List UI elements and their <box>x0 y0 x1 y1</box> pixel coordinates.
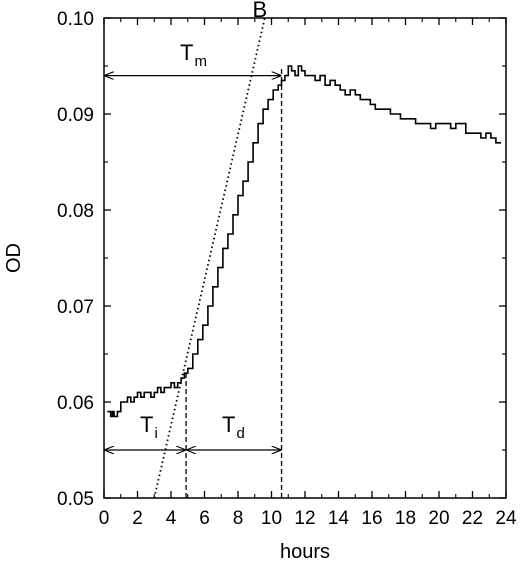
y-tick-label: 0.06 <box>57 393 94 414</box>
ti-label: Ti <box>140 412 158 442</box>
x-tick-label: 0 <box>99 508 110 529</box>
x-tick-label: 8 <box>233 508 244 529</box>
td-label: Td <box>222 412 245 442</box>
plot-frame <box>103 17 507 499</box>
x-tick-label: 4 <box>166 508 177 529</box>
y-axis-title: OD <box>3 243 25 273</box>
x-tick-label: 20 <box>428 508 449 529</box>
od-growth-series <box>107 65 501 418</box>
x-tick-label: 24 <box>495 508 517 529</box>
y-tick-label: 0.05 <box>57 489 94 510</box>
y-tick-labels: 0.05 0.06 0.07 0.08 0.09 0.10 <box>57 9 94 510</box>
y-tick-marks <box>104 17 506 499</box>
annotations: Tm Ti Td <box>105 40 283 498</box>
x-axis-title: hours <box>280 541 330 563</box>
x-tick-label: 14 <box>328 508 350 529</box>
y-tick-label: 0.09 <box>57 105 94 126</box>
tm-label: Tm <box>180 40 207 70</box>
tangent-line-b <box>153 18 266 498</box>
x-tick-label: 16 <box>361 508 382 529</box>
x-tick-labels: 0 2 4 6 8 10 12 14 16 18 20 22 24 <box>99 508 517 529</box>
x-tick-label: 6 <box>199 508 210 529</box>
y-tick-label: 0.10 <box>57 9 94 30</box>
x-tick-label: 12 <box>294 508 315 529</box>
y-tick-label: 0.07 <box>57 297 94 318</box>
x-tick-label: 22 <box>462 508 483 529</box>
y-tick-label: 0.08 <box>57 201 94 222</box>
x-tick-label: 18 <box>395 508 416 529</box>
x-tick-marks <box>103 18 507 498</box>
x-tick-label: 2 <box>132 508 143 529</box>
x-tick-label: 10 <box>261 508 282 529</box>
tangent-label: B <box>252 0 267 22</box>
